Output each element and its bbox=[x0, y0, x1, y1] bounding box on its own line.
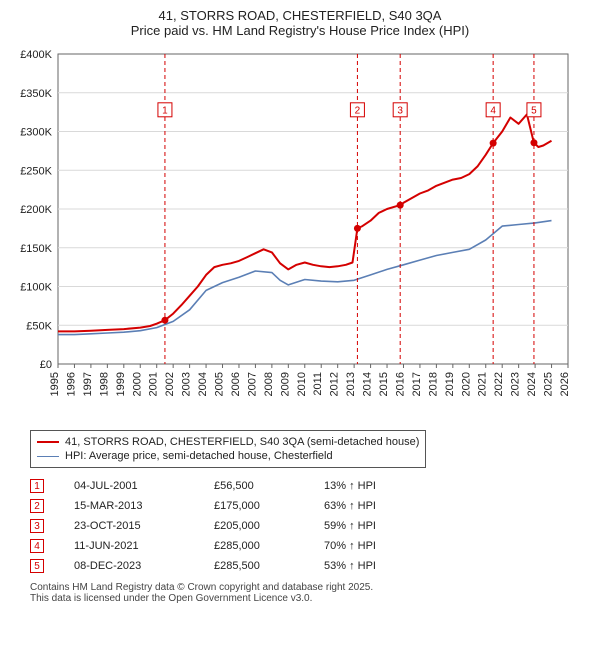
legend-item-hpi: HPI: Average price, semi-detached house,… bbox=[37, 449, 419, 463]
svg-text:3: 3 bbox=[397, 105, 403, 116]
svg-text:£350K: £350K bbox=[20, 88, 52, 100]
table-row: 4 11-JUN-2021 £285,000 70% ↑ HPI bbox=[30, 536, 590, 556]
svg-text:2003: 2003 bbox=[181, 372, 193, 396]
svg-text:1: 1 bbox=[162, 105, 168, 116]
svg-text:£200K: £200K bbox=[20, 204, 52, 216]
svg-text:2025: 2025 bbox=[543, 372, 555, 396]
tx-hpi: 13% ↑ HPI bbox=[324, 480, 414, 492]
svg-text:2017: 2017 bbox=[411, 372, 423, 396]
tx-marker-number: 4 bbox=[30, 539, 44, 553]
svg-text:2000: 2000 bbox=[131, 372, 143, 396]
page: 41, STORRS ROAD, CHESTERFIELD, S40 3QA P… bbox=[0, 0, 600, 650]
svg-text:2026: 2026 bbox=[559, 372, 571, 396]
legend: 41, STORRS ROAD, CHESTERFIELD, S40 3QA (… bbox=[30, 430, 426, 468]
svg-text:1995: 1995 bbox=[49, 372, 61, 396]
svg-text:2002: 2002 bbox=[164, 372, 176, 396]
svg-text:5: 5 bbox=[531, 105, 537, 116]
svg-text:2006: 2006 bbox=[230, 372, 242, 396]
svg-text:2022: 2022 bbox=[493, 372, 505, 396]
svg-text:£250K: £250K bbox=[20, 165, 52, 177]
svg-text:1999: 1999 bbox=[115, 372, 127, 396]
title-address: 41, STORRS ROAD, CHESTERFIELD, S40 3QA bbox=[10, 8, 590, 23]
svg-text:£150K: £150K bbox=[20, 243, 52, 255]
table-row: 5 08-DEC-2023 £285,500 53% ↑ HPI bbox=[30, 556, 590, 576]
tx-hpi: 70% ↑ HPI bbox=[324, 540, 414, 552]
legend-swatch-price bbox=[37, 441, 59, 443]
svg-text:2016: 2016 bbox=[394, 372, 406, 396]
titles: 41, STORRS ROAD, CHESTERFIELD, S40 3QA P… bbox=[10, 8, 590, 38]
tx-date: 11-JUN-2021 bbox=[74, 540, 184, 552]
svg-text:2013: 2013 bbox=[345, 372, 357, 396]
tx-hpi: 53% ↑ HPI bbox=[324, 560, 414, 572]
tx-marker-number: 1 bbox=[30, 479, 44, 493]
title-sub: Price paid vs. HM Land Registry's House … bbox=[10, 23, 590, 38]
svg-text:2015: 2015 bbox=[378, 372, 390, 396]
legend-label-hpi: HPI: Average price, semi-detached house,… bbox=[65, 450, 333, 462]
tx-date: 23-OCT-2015 bbox=[74, 520, 184, 532]
svg-text:2: 2 bbox=[355, 105, 361, 116]
svg-text:2011: 2011 bbox=[312, 372, 324, 396]
tx-marker-number: 3 bbox=[30, 519, 44, 533]
svg-text:2004: 2004 bbox=[197, 372, 209, 396]
legend-label-price: 41, STORRS ROAD, CHESTERFIELD, S40 3QA (… bbox=[65, 436, 419, 448]
tx-date: 08-DEC-2023 bbox=[74, 560, 184, 572]
svg-text:2010: 2010 bbox=[296, 372, 308, 396]
tx-price: £285,000 bbox=[214, 540, 294, 552]
table-row: 1 04-JUL-2001 £56,500 13% ↑ HPI bbox=[30, 476, 590, 496]
footer-line2: This data is licensed under the Open Gov… bbox=[30, 593, 590, 604]
tx-marker-number: 2 bbox=[30, 499, 44, 513]
footer: Contains HM Land Registry data © Crown c… bbox=[30, 582, 590, 604]
svg-text:1998: 1998 bbox=[98, 372, 110, 396]
chart-svg: £0 £50K £100K £150K £200K £250K £300K £350K £400… bbox=[10, 44, 590, 424]
tx-marker-number: 5 bbox=[30, 559, 44, 573]
tx-hpi: 63% ↑ HPI bbox=[324, 500, 414, 512]
tx-price: £56,500 bbox=[214, 480, 294, 492]
svg-text:2014: 2014 bbox=[362, 372, 374, 396]
tx-date: 04-JUL-2001 bbox=[74, 480, 184, 492]
svg-text:2005: 2005 bbox=[214, 372, 226, 396]
svg-text:£400K: £400K bbox=[20, 49, 52, 61]
svg-text:2020: 2020 bbox=[460, 372, 472, 396]
svg-text:2024: 2024 bbox=[526, 372, 538, 396]
table-row: 2 15-MAR-2013 £175,000 63% ↑ HPI bbox=[30, 496, 590, 516]
svg-text:2008: 2008 bbox=[263, 372, 275, 396]
transactions-table: 1 04-JUL-2001 £56,500 13% ↑ HPI 2 15-MAR-2013… bbox=[30, 476, 590, 576]
svg-text:2009: 2009 bbox=[279, 372, 291, 396]
tx-price: £205,000 bbox=[214, 520, 294, 532]
tx-price: £175,000 bbox=[214, 500, 294, 512]
svg-text:£100K: £100K bbox=[20, 282, 52, 294]
svg-text:1997: 1997 bbox=[82, 372, 94, 396]
tx-hpi: 59% ↑ HPI bbox=[324, 520, 414, 532]
svg-text:2001: 2001 bbox=[148, 372, 160, 396]
tx-date: 15-MAR-2013 bbox=[74, 500, 184, 512]
svg-text:2007: 2007 bbox=[246, 372, 258, 396]
footer-line1: Contains HM Land Registry data © Crown c… bbox=[30, 582, 590, 593]
tx-price: £285,500 bbox=[214, 560, 294, 572]
svg-text:2023: 2023 bbox=[510, 372, 522, 396]
table-row: 3 23-OCT-2015 £205,000 59% ↑ HPI bbox=[30, 516, 590, 536]
svg-text:2018: 2018 bbox=[427, 372, 439, 396]
legend-item-price: 41, STORRS ROAD, CHESTERFIELD, S40 3QA (… bbox=[37, 435, 419, 449]
svg-text:2021: 2021 bbox=[477, 372, 489, 396]
svg-text:£50K: £50K bbox=[26, 320, 52, 332]
svg-text:2019: 2019 bbox=[444, 372, 456, 396]
svg-text:2012: 2012 bbox=[329, 372, 341, 396]
svg-text:1996: 1996 bbox=[65, 372, 77, 396]
chart: £0 £50K £100K £150K £200K £250K £300K £350K £400… bbox=[10, 44, 590, 424]
legend-swatch-hpi bbox=[37, 456, 59, 457]
svg-text:£0: £0 bbox=[40, 359, 52, 371]
svg-text:£300K: £300K bbox=[20, 127, 52, 139]
svg-text:4: 4 bbox=[490, 105, 496, 116]
